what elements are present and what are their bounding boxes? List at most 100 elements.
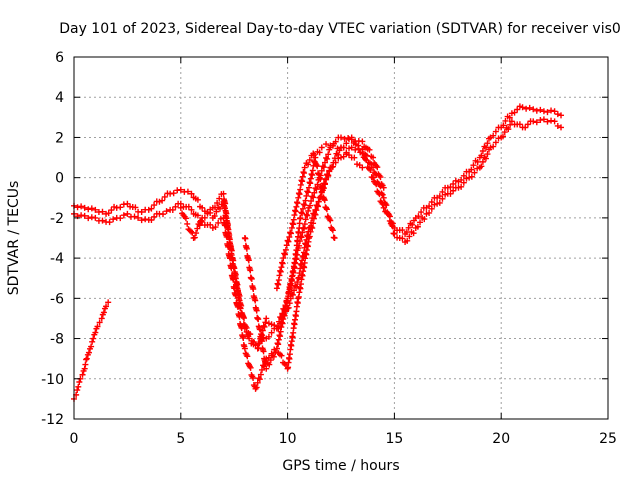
data-point xyxy=(195,221,202,228)
data-point xyxy=(458,183,465,190)
x-axis-label: GPS time / hours xyxy=(282,458,399,474)
data-point xyxy=(211,213,218,220)
data-point xyxy=(163,208,170,215)
y-tick-label: -2 xyxy=(50,211,64,227)
data-point xyxy=(474,158,481,165)
data-point xyxy=(268,329,275,336)
data-point xyxy=(505,126,512,133)
data-point xyxy=(310,210,317,217)
data-point xyxy=(172,203,179,210)
data-point xyxy=(247,267,254,274)
data-point xyxy=(311,211,318,218)
data-point xyxy=(92,206,99,213)
data-point xyxy=(302,197,309,204)
data-point xyxy=(273,345,280,352)
data-point xyxy=(240,334,247,341)
data-point xyxy=(310,194,317,201)
data-point xyxy=(138,208,145,215)
data-point xyxy=(194,212,201,219)
data-point xyxy=(327,142,334,149)
data-point xyxy=(100,309,107,316)
data-point xyxy=(81,365,88,372)
data-point xyxy=(131,213,138,220)
data-point xyxy=(380,184,387,191)
data-point xyxy=(232,275,239,282)
data-point xyxy=(214,200,221,207)
data-point xyxy=(250,374,257,381)
chart-title: Day 101 of 2023, Sidereal Day-to-day VTE… xyxy=(59,21,621,37)
data-point xyxy=(231,265,238,272)
data-point xyxy=(307,224,314,231)
data-point xyxy=(307,202,314,209)
data-point xyxy=(79,371,86,378)
data-point xyxy=(301,221,308,228)
data-point xyxy=(106,219,113,226)
data-point xyxy=(294,200,301,207)
data-point xyxy=(255,375,262,382)
data-point xyxy=(366,146,373,153)
data-point xyxy=(185,203,192,210)
data-point xyxy=(241,345,248,352)
data-point xyxy=(241,315,248,322)
data-point xyxy=(275,325,282,332)
data-point xyxy=(201,214,208,221)
data-point xyxy=(287,229,294,236)
data-point xyxy=(470,162,477,169)
data-point xyxy=(490,132,497,139)
data-point xyxy=(82,361,89,368)
data-point xyxy=(191,234,198,241)
data-point xyxy=(299,205,306,212)
data-point xyxy=(324,155,331,162)
data-point xyxy=(312,206,319,213)
data-point xyxy=(267,357,274,364)
data-point xyxy=(74,387,81,394)
data-point xyxy=(105,210,112,217)
data-point xyxy=(308,197,315,204)
data-point xyxy=(244,353,251,360)
y-axis-label: SDTVAR / TECUs xyxy=(6,181,22,296)
data-point xyxy=(120,212,127,219)
data-point xyxy=(308,219,315,226)
data-point xyxy=(325,151,332,158)
y-tick-label: -6 xyxy=(50,291,64,307)
data-point xyxy=(301,164,308,171)
data-point xyxy=(294,279,301,286)
data-point xyxy=(298,209,305,216)
data-point xyxy=(537,106,544,113)
x-tick-label: 0 xyxy=(70,431,79,447)
data-point xyxy=(404,237,411,244)
data-point xyxy=(254,379,261,386)
data-point xyxy=(288,230,295,237)
data-point xyxy=(436,199,443,206)
data-point xyxy=(188,190,195,197)
data-point xyxy=(468,173,475,180)
data-point xyxy=(117,215,124,222)
data-point xyxy=(103,303,110,310)
data-point xyxy=(523,105,530,112)
data-point xyxy=(300,201,307,208)
data-point xyxy=(197,217,204,224)
data-point xyxy=(478,152,485,159)
data-point xyxy=(377,174,384,181)
data-point xyxy=(479,158,486,165)
data-point xyxy=(447,190,454,197)
data-point xyxy=(284,237,291,244)
data-point xyxy=(450,180,457,187)
data-point xyxy=(256,376,263,383)
data-point xyxy=(99,217,106,224)
data-point xyxy=(148,205,155,212)
data-point xyxy=(338,134,344,141)
data-point xyxy=(105,299,112,306)
data-point xyxy=(212,224,219,231)
data-point xyxy=(285,238,292,245)
data-point xyxy=(499,133,506,140)
data-point xyxy=(484,140,491,147)
data-point xyxy=(265,333,272,340)
data-point xyxy=(389,223,396,230)
data-point xyxy=(177,204,184,211)
data-point xyxy=(266,361,273,368)
data-point xyxy=(182,215,189,222)
data-point xyxy=(323,206,330,213)
data-point xyxy=(316,149,323,156)
data-point xyxy=(161,193,168,200)
